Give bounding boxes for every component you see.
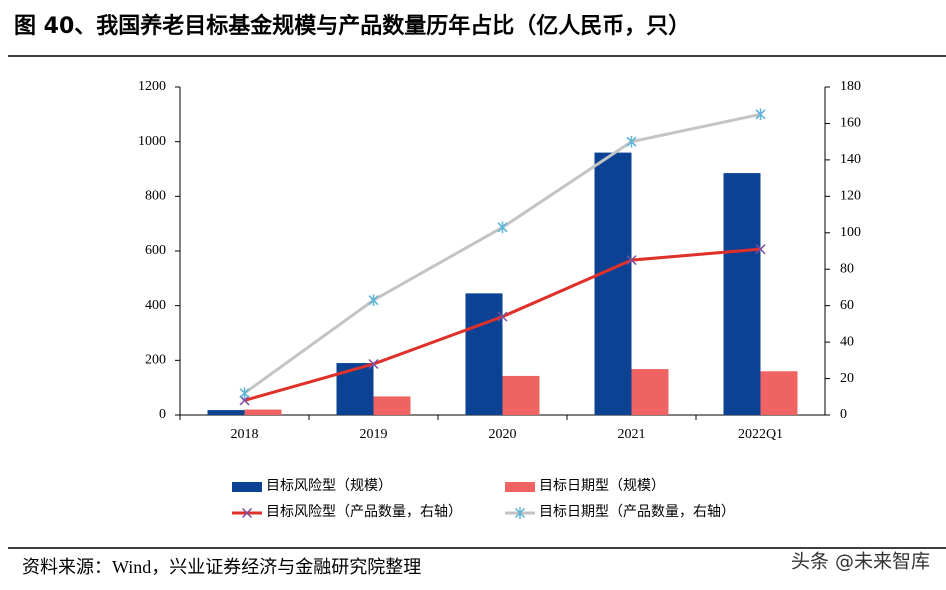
marker: [368, 294, 379, 307]
y-tick-label: 800: [145, 189, 166, 204]
y2-tick-label: 100: [840, 225, 861, 240]
marker: [239, 387, 250, 399]
marker: [626, 255, 637, 266]
bar: [594, 152, 632, 415]
y2-tick-label: 120: [840, 189, 861, 204]
legend-label: 目标日期型（产品数量，右轴）: [539, 504, 735, 520]
y2-tick-label: 140: [840, 152, 861, 167]
y2-tick-label: 60: [840, 298, 854, 313]
y2-tick-label: 160: [840, 116, 861, 131]
legend-swatch: [232, 482, 262, 492]
marker: [497, 221, 508, 234]
legend-label: 目标风险型（产品数量，右轴）: [266, 504, 462, 520]
y-tick-label: 1000: [138, 134, 166, 149]
bar: [336, 363, 374, 415]
legend-swatch: [505, 482, 535, 492]
y-tick-label: 400: [145, 298, 166, 313]
legend-marker: [241, 507, 253, 519]
y-tick-label: 600: [145, 243, 166, 258]
x-tick-label: 2018: [231, 427, 259, 442]
marker: [497, 311, 508, 322]
legend-marker: [514, 507, 526, 519]
bar: [760, 371, 798, 415]
y2-tick-label: 0: [840, 407, 847, 422]
marker: [626, 135, 637, 148]
y-tick-label: 200: [145, 353, 166, 368]
x-tick-label: 2021: [618, 427, 646, 442]
marker: [755, 244, 766, 255]
watermark: 头条 @未来智库: [791, 551, 930, 573]
legend-label: 目标日期型（规模）: [539, 478, 665, 494]
chart-title: 图 40、我国养老目标基金规模与产品数量历年占比（亿人民币，只）: [14, 13, 690, 39]
marker: [239, 395, 250, 406]
bar: [465, 293, 503, 415]
bar: [502, 375, 540, 415]
x-tick-label: 2022Q1: [738, 427, 783, 442]
y-tick-label: 0: [159, 407, 166, 422]
marker: [368, 358, 379, 370]
y2-tick-label: 80: [840, 261, 854, 276]
y2-tick-label: 180: [840, 79, 861, 94]
bar: [723, 173, 761, 415]
bar: [207, 410, 245, 415]
bar: [631, 369, 669, 415]
x-tick-label: 2020: [489, 427, 517, 442]
marker: [755, 108, 766, 121]
bar: [373, 396, 411, 415]
source-note: 资料来源：Wind，兴业证券经济与金融研究院整理: [22, 557, 421, 577]
y2-tick-label: 40: [840, 334, 854, 349]
x-tick-label: 2019: [360, 427, 388, 442]
legend-label: 目标风险型（规模）: [266, 478, 392, 494]
y-tick-label: 1200: [138, 79, 166, 94]
bar: [244, 409, 282, 415]
y2-tick-label: 20: [840, 371, 854, 386]
